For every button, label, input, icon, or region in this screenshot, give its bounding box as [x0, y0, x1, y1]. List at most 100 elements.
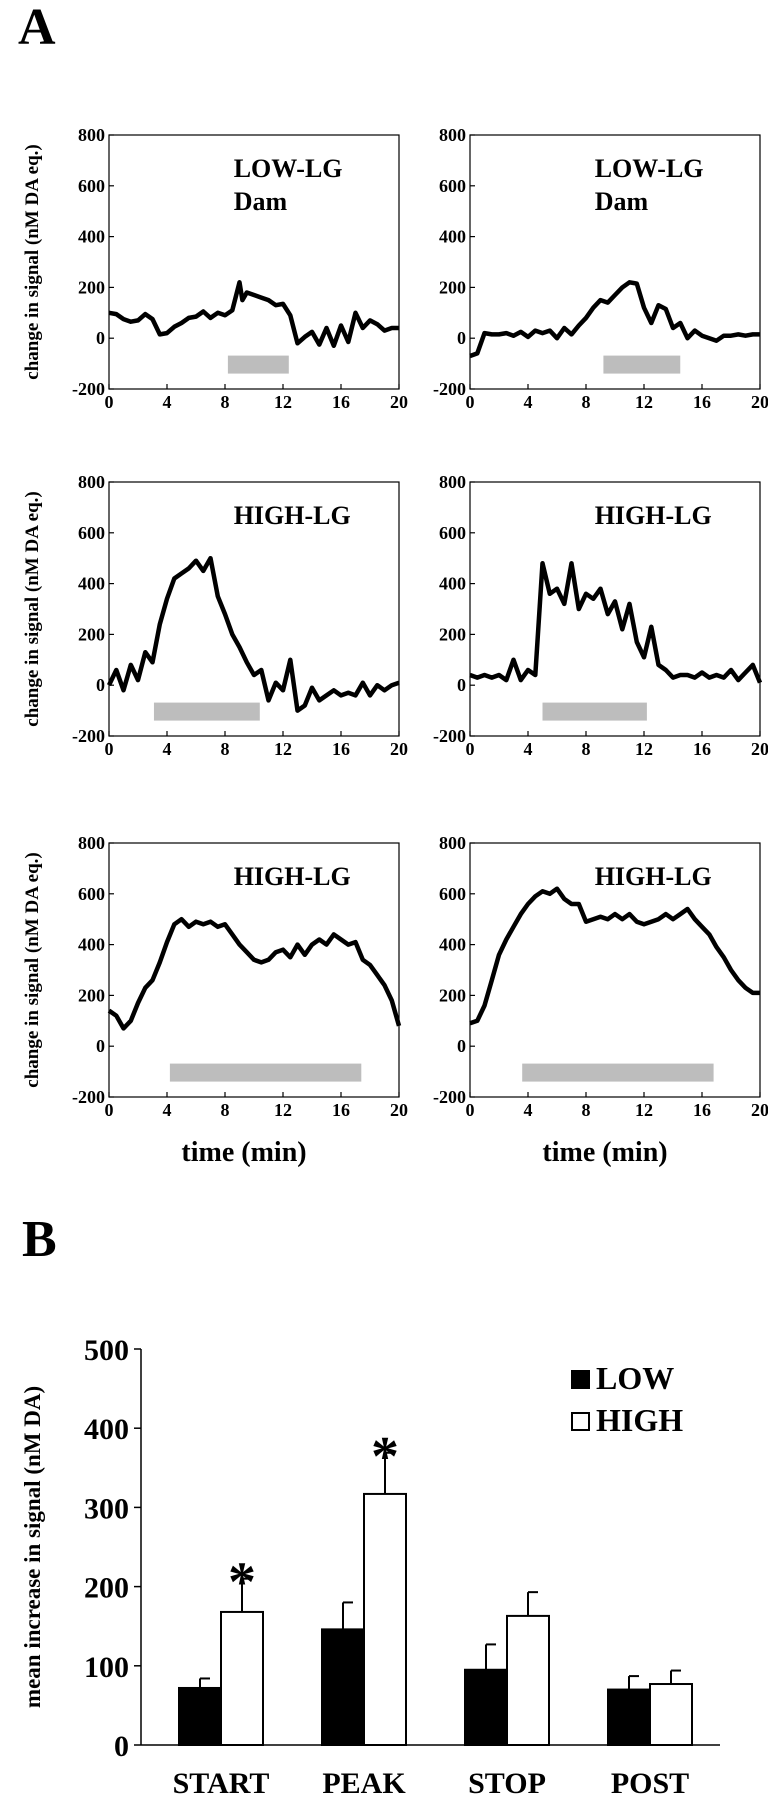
y-tick-label: 0 — [457, 675, 466, 695]
x-tick-label: 4 — [524, 392, 533, 412]
bar-y-tick-label: 0 — [114, 1730, 129, 1763]
x-tick-label: 20 — [390, 392, 408, 412]
y-tick-label: 800 — [439, 833, 466, 853]
x-tick-label: 0 — [466, 1100, 475, 1120]
x-tick-label: 16 — [693, 739, 711, 759]
legend-swatch-low — [571, 1370, 590, 1389]
y-tick-label: 600 — [78, 176, 105, 196]
y-tick-label: 400 — [439, 935, 466, 955]
bar-high-post — [649, 1683, 693, 1746]
x-tick-label: 12 — [635, 739, 653, 759]
x-tick-label: 20 — [751, 392, 768, 412]
plot-frame — [469, 134, 761, 390]
y-tick-label: 0 — [457, 1036, 466, 1056]
significance-marker: * — [371, 1426, 399, 1488]
panel-a-letter: A — [18, 0, 56, 56]
bar-category-label: START — [173, 1767, 270, 1800]
x-tick-label: 8 — [221, 392, 230, 412]
signal-trace — [469, 280, 760, 359]
y-tick-label: 400 — [78, 227, 105, 247]
plot-group-label: HIGH-LG — [595, 862, 712, 891]
y-tick-label: 200 — [78, 985, 105, 1005]
y-tick-label: 0 — [96, 1036, 105, 1056]
x-tick-label: 4 — [163, 1100, 172, 1120]
bar-category-label: STOP — [468, 1767, 546, 1800]
x-axis-label: time (min) — [542, 1137, 667, 1168]
y-tick-label: 600 — [439, 523, 466, 543]
bar-high-stop — [506, 1614, 550, 1747]
y-tick-label: 400 — [439, 227, 466, 247]
bar-low-peak — [321, 1628, 365, 1747]
y-tick-label: 800 — [78, 472, 105, 492]
bar-y-tick-label: 100 — [84, 1651, 129, 1684]
x-tick-label: 12 — [274, 1100, 292, 1120]
bar-y-tick-label: 300 — [84, 1492, 129, 1525]
y-tick-label: 600 — [439, 176, 466, 196]
y-tick-label: -200 — [433, 726, 466, 746]
plot-frame — [108, 842, 400, 1098]
y-tick-label: 800 — [439, 125, 466, 145]
plot-group-label: HIGH-LG — [595, 501, 712, 530]
bar-category-label: POST — [611, 1767, 689, 1800]
y-tick-label: -200 — [72, 726, 105, 746]
legend-label-high: HIGH — [596, 1402, 683, 1438]
y-tick-label: 200 — [78, 277, 105, 297]
x-tick-label: 12 — [274, 392, 292, 412]
plot-group-label: Dam — [234, 187, 288, 216]
x-tick-label: 0 — [466, 392, 475, 412]
bar-high-peak — [363, 1492, 407, 1747]
y-tick-label: 200 — [78, 624, 105, 644]
x-tick-label: 16 — [332, 1100, 350, 1120]
signal-trace — [469, 561, 763, 684]
plot-frame — [108, 481, 400, 737]
y-tick-label: -200 — [72, 1087, 105, 1107]
y-tick-label: 600 — [439, 884, 466, 904]
x-tick-label: 16 — [693, 392, 711, 412]
y-tick-label: 400 — [78, 574, 105, 594]
x-tick-label: 0 — [105, 739, 114, 759]
x-tick-label: 16 — [332, 739, 350, 759]
bar-y-tick-label: 500 — [84, 1334, 129, 1367]
plot-group-label: Dam — [595, 187, 649, 216]
y-tick-label: 600 — [78, 523, 105, 543]
bar-category-label: PEAK — [322, 1767, 406, 1800]
plot-group-label: HIGH-LG — [234, 862, 351, 891]
bar-low-post — [607, 1688, 651, 1747]
x-tick-label: 4 — [163, 739, 172, 759]
plot-group-label: LOW-LG — [595, 154, 704, 183]
x-tick-label: 0 — [105, 392, 114, 412]
x-tick-label: 8 — [582, 392, 591, 412]
x-tick-label: 0 — [105, 1100, 114, 1120]
x-tick-label: 8 — [221, 1100, 230, 1120]
x-tick-label: 16 — [332, 392, 350, 412]
x-tick-label: 12 — [635, 392, 653, 412]
legend-swatch-high — [571, 1412, 590, 1431]
y-tick-label: 800 — [78, 833, 105, 853]
y-tick-label: 0 — [457, 328, 466, 348]
x-tick-label: 20 — [390, 739, 408, 759]
stimulus-bar — [542, 702, 647, 721]
signal-trace — [106, 555, 400, 713]
signal-trace — [108, 280, 399, 349]
plot-group-label: LOW-LG — [234, 154, 343, 183]
stimulus-bar — [603, 355, 681, 374]
bar-low-stop — [464, 1668, 508, 1747]
panel-b-letter: B — [22, 1211, 57, 1268]
bar-high-start — [220, 1610, 264, 1746]
x-tick-label: 4 — [524, 1100, 533, 1120]
plot-group-label: HIGH-LG — [234, 501, 351, 530]
y-tick-label: 400 — [439, 574, 466, 594]
bar-low-start — [178, 1686, 222, 1746]
y-tick-label: -200 — [72, 379, 105, 399]
signal-trace — [107, 916, 402, 1031]
y-tick-label: 0 — [96, 328, 105, 348]
x-tick-label: 12 — [635, 1100, 653, 1120]
bar-y-tick-label: 200 — [84, 1572, 129, 1605]
x-tick-label: 4 — [524, 739, 533, 759]
panel-b: 500 400 300 200 100 0 mean increase in signal … — [20, 1334, 720, 1800]
